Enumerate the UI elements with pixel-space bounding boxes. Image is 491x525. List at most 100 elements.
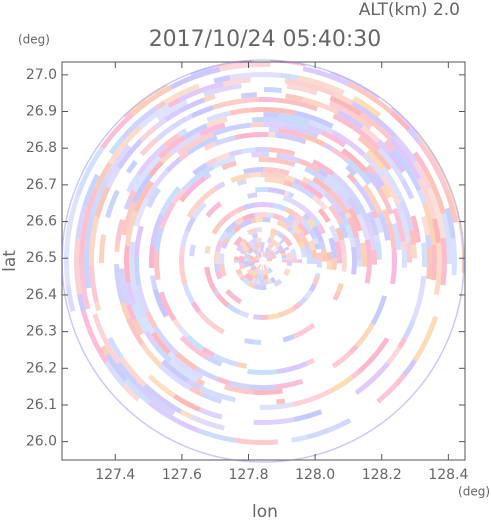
echo-segment [238, 181, 247, 183]
echo-segment [193, 230, 198, 245]
echo-segment [286, 273, 287, 275]
x-unit: (deg) [458, 485, 490, 499]
echo-segment [257, 240, 262, 241]
echo-segment [246, 274, 248, 277]
echo-segment [169, 353, 174, 358]
echo-segment [248, 277, 252, 280]
echo-segment [307, 235, 310, 241]
echo-segment [68, 285, 73, 311]
echo-segment [256, 230, 262, 231]
echo-segment [315, 239, 317, 244]
echo-segment [339, 284, 342, 292]
echo-segment [266, 250, 268, 251]
echo-segment [280, 241, 282, 243]
echo-segment [329, 252, 330, 260]
echo-segment [257, 276, 259, 277]
echo-segment [295, 220, 299, 223]
echo-segment [266, 255, 267, 256]
echo-segment [277, 363, 308, 371]
echo-segment [235, 135, 268, 138]
echo-segment [360, 231, 363, 243]
echo-segment [252, 246, 255, 248]
echo-segment [97, 302, 99, 310]
echo-segment [243, 269, 246, 275]
echo-segment [226, 239, 228, 243]
y-axis-label: lat [0, 250, 20, 272]
echo-segment [282, 213, 288, 216]
echo-segment [250, 125, 263, 126]
echo-segment [278, 233, 284, 237]
echo-segment [275, 381, 302, 387]
echo-segment [279, 247, 282, 252]
echo-segment [261, 340, 283, 343]
echo-segment [257, 257, 258, 258]
echo-segment [132, 242, 133, 258]
echo-segment [253, 267, 255, 269]
echo-segment [230, 211, 237, 215]
echo-segment [335, 292, 339, 300]
echo-segment [221, 201, 224, 203]
echo-segment [284, 182, 293, 185]
echo-segment [258, 265, 259, 266]
echo-segment [397, 250, 399, 285]
echo-segment [220, 279, 221, 282]
echo-segment [346, 238, 348, 246]
echo-segment [218, 272, 220, 279]
echo-segment [192, 107, 213, 115]
echo-segment [378, 260, 379, 280]
echo-segment [391, 214, 394, 224]
echo-segment [307, 420, 350, 437]
echo-segment [218, 295, 228, 305]
echo-segment [252, 263, 253, 265]
echo-segment [248, 267, 249, 270]
echo-segment [86, 246, 88, 288]
echo-segment [267, 256, 268, 257]
echo-segment [413, 287, 422, 320]
echo-segment [247, 245, 249, 247]
echo-segment [232, 184, 237, 186]
echo-segment [423, 243, 424, 267]
echo-segment [77, 239, 80, 294]
echo-segment [317, 273, 318, 276]
echo-segment [224, 332, 245, 340]
echo-segment [228, 234, 232, 239]
echo-segment [224, 181, 231, 184]
echo-segment [282, 243, 284, 245]
x-tick-label: 127.8 [228, 467, 268, 483]
x-tick-label: 128.0 [295, 467, 335, 483]
echo-segment [268, 245, 272, 247]
echo-segment [273, 205, 286, 209]
echo-segment [344, 255, 345, 272]
echo-segment [230, 152, 242, 155]
echo-segment [279, 309, 294, 316]
echo-segment [181, 196, 185, 201]
echo-segment [318, 249, 319, 252]
echo-segment [243, 205, 257, 208]
echo-segment [243, 252, 244, 254]
echo-segment [136, 154, 142, 161]
echo-segment [242, 256, 243, 261]
echo-segment [331, 377, 353, 391]
echo-segment [209, 276, 216, 291]
echo-segment [137, 257, 139, 285]
echo-segment [193, 303, 199, 312]
echo-segment [270, 65, 303, 69]
echo-segment [218, 249, 219, 252]
echo-segment [237, 251, 239, 257]
echo-segment [229, 383, 250, 387]
echo-segment [252, 240, 257, 242]
echo-segment [236, 160, 258, 164]
echo-segment [310, 241, 313, 250]
echo-segment [268, 250, 271, 252]
echo-segment [248, 251, 250, 253]
echo-segment [334, 258, 335, 270]
echo-segment [291, 246, 293, 250]
echo-segment [286, 248, 287, 251]
echo-segment [238, 364, 247, 366]
echo-segment [357, 237, 360, 259]
echo-segment [276, 401, 284, 402]
echo-segment [292, 391, 331, 405]
echo-segment [247, 371, 276, 372]
echo-segment [262, 230, 271, 231]
echo-segment [213, 100, 259, 108]
